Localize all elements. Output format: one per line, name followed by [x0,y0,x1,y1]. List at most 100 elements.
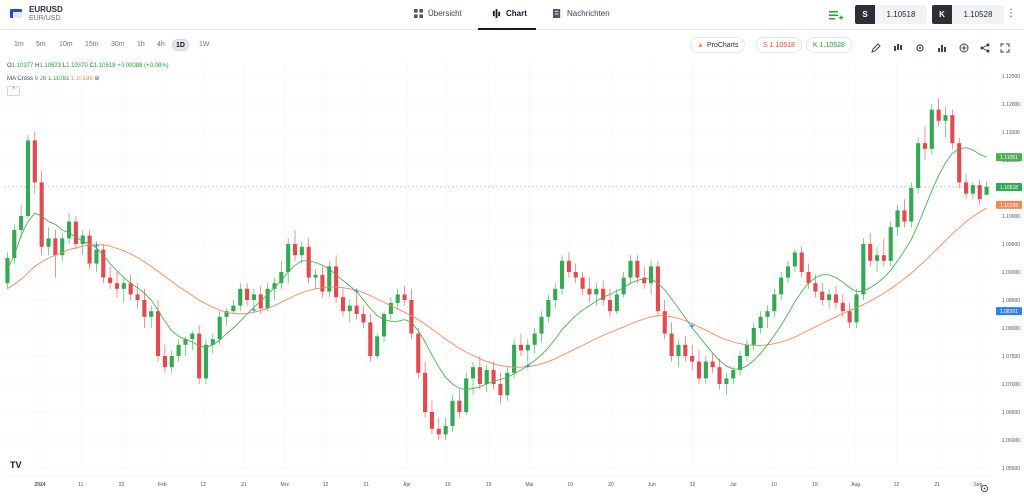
candle-up [649,266,654,284]
x-tick-label: 22 [119,482,125,488]
candle-down [409,300,414,334]
y-tick-label: 1.12500 [1002,74,1020,80]
candle-down [340,297,345,312]
timeframe-1d[interactable]: 1D [172,39,189,51]
candle-down [518,344,524,351]
candles [5,98,989,440]
tab-news[interactable]: Nachrichten [553,9,610,18]
list-add-icon [829,11,843,20]
more-options-icon[interactable]: ⋮ [1006,8,1016,19]
price-chart[interactable]: 1.125001.120001.115001.110001.105001.100… [0,56,1024,494]
candle-up [46,238,51,247]
candle-up [484,370,489,384]
buy-button[interactable]: K 1.10528 [932,5,1004,24]
candle-down [402,294,407,300]
add-button[interactable] [959,40,969,53]
tab-chart[interactable]: Chart [492,9,527,18]
candle-up [347,305,352,312]
ohlc-legend: O1.10377 H1.10623 L1.10370 C1.10518 +0.0… [7,63,169,69]
candle-up [375,336,380,356]
candle-down [813,283,818,292]
candle-down [436,428,441,435]
chart-icon [492,9,501,18]
x-tick-label: 10 [445,482,451,488]
timeframe-4h[interactable]: 4h [157,41,165,48]
collapse-legend-button[interactable]: ⌃ [7,86,20,96]
ma-cross-marker: + [251,305,258,314]
candle-down [368,322,373,356]
candle-down [881,255,886,261]
high-label: H [35,63,40,69]
candle-up [731,370,736,379]
ma-cross-markers: + + + + + [93,242,695,371]
settings-button[interactable] [915,40,925,52]
candles-icon [894,44,902,51]
ma-legend[interactable]: MA Cross 9 26 1.11051 1.10198 ⊘ [7,75,99,82]
fullscreen-button[interactable] [1000,40,1010,53]
gear-icon [916,44,924,52]
watchlist-add-button[interactable] [828,8,844,22]
y-tick-label: 1.06500 [1002,410,1020,416]
candle-up [676,344,681,356]
x-tick-label: 12 [200,482,206,488]
candle-down [977,185,982,200]
active-tab-indicator [478,28,536,30]
ma-params: 9 26 [34,76,47,82]
draw-tool-button[interactable] [871,40,881,53]
timeframe-1h[interactable]: 1h [137,41,145,48]
buy-pill-button[interactable]: K 1.10528 [806,37,852,53]
ma-fast-line [6,147,987,391]
candle-up [381,314,387,337]
candle-up [149,311,154,317]
timeframe-30m[interactable]: 30m [111,41,125,48]
candle-down [73,221,78,244]
y-tick-label: 1.07500 [1002,354,1020,360]
candle-up [176,344,181,356]
candle-up [512,344,517,373]
candle-up [238,288,243,306]
plus-circle-icon [959,43,969,53]
candle-up [388,302,393,314]
procharts-label: ProCharts [706,41,739,49]
ma-slow-line [7,207,987,368]
close-value: 1.10518 [93,63,116,69]
candle-up [217,316,222,340]
candle-down [39,182,44,247]
chart-type-button[interactable] [893,40,903,51]
candle-up [724,378,729,384]
candle-up [224,311,229,317]
candle-up [470,367,476,379]
candle-up [792,252,797,267]
price-label-text: 1.10518 [1000,185,1018,191]
candle-up [5,258,10,284]
tab-overview[interactable]: Übersicht [414,9,462,18]
candle-up [539,316,544,334]
x-tick-label: 12 [894,482,900,488]
indicators-button[interactable] [937,40,947,52]
high-value: 1.10623 [39,63,62,69]
procharts-button[interactable]: ▲ ProCharts [690,37,746,53]
candle-up [874,255,880,261]
timeframe-15m[interactable]: 15m [85,41,99,48]
timeframe-5m[interactable]: 5m [36,41,46,48]
candle-up [916,143,921,188]
sell-button[interactable]: S 1.10518 [855,5,927,24]
hide-indicator-icon[interactable]: ⊘ [94,76,100,82]
candle-up [203,344,209,379]
timeframe-1m[interactable]: 1m [14,41,24,48]
candle-down [416,333,421,373]
sell-label: S [855,5,875,24]
candle-down [950,115,955,144]
timeframe-10m[interactable]: 10m [59,41,73,48]
candle-down [334,266,339,298]
timeframe-1w[interactable]: 1W [199,41,210,48]
chart-settings-icon[interactable] [980,480,989,493]
symbol-subtitle: EUR/USD [29,15,61,22]
share-button[interactable] [980,40,990,53]
buy-label: K [932,5,952,24]
sell-pill-button[interactable]: S 1.10518 [756,37,802,53]
x-tick-label: Aug [851,482,860,488]
candle-up [121,283,126,289]
candle-up [984,186,989,195]
candle-up [943,115,948,121]
